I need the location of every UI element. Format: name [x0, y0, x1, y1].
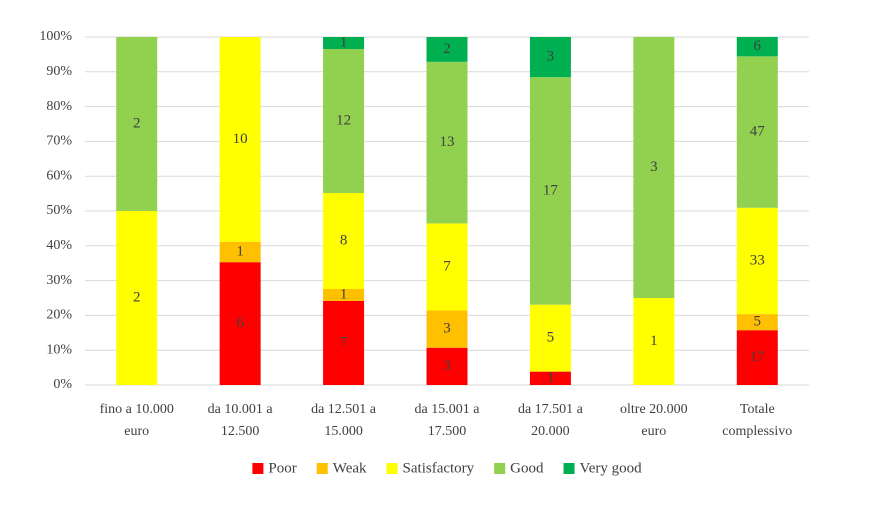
x-tick-label: da 17.501 a 20.000 [518, 402, 584, 439]
legend-swatch [316, 463, 328, 474]
bar-segment [426, 37, 468, 62]
x-tick-label: Totale complessivo [722, 402, 792, 439]
bar-segment [323, 37, 365, 49]
legend-label: Satisfactory [403, 460, 475, 476]
bar-segment [219, 37, 261, 242]
data-label: 13 [440, 134, 455, 150]
data-label: 17 [543, 182, 559, 198]
data-label: 3 [443, 321, 451, 337]
data-label: 7 [443, 258, 451, 274]
legend-label: Good [510, 460, 544, 476]
bar-segment [426, 310, 468, 348]
bar-segment [323, 193, 365, 289]
data-label: 17 [750, 349, 766, 365]
data-label: 1 [650, 333, 658, 349]
bar-segment [736, 56, 778, 208]
legend-swatch [386, 463, 398, 474]
bar-segment [736, 207, 778, 315]
data-label: 33 [750, 252, 765, 268]
data-label: 3 [650, 159, 658, 175]
data-label: 1 [340, 34, 348, 50]
y-tick-label: 90% [46, 64, 72, 79]
x-tick-label: oltre 20.000 euro [620, 402, 688, 439]
data-label: 12 [336, 112, 351, 128]
x-tick-label: da 15.001 a 17.500 [415, 402, 481, 439]
legend: Poor Weak Satisfactory Good Very good [252, 460, 642, 476]
y-tick-label: 70% [46, 134, 72, 149]
x-tick-label: da 10.001 a 12.500 [208, 402, 274, 439]
legend-swatch [494, 463, 506, 474]
data-label: 10 [233, 131, 248, 147]
data-label: 7 [340, 334, 348, 350]
y-tick-label: 30% [46, 273, 72, 288]
bar-segment [736, 314, 778, 331]
bar-segment [426, 61, 468, 224]
data-label: 1 [340, 286, 348, 302]
data-label: 5 [754, 314, 762, 330]
bar-segment [529, 371, 571, 385]
bar-segment [529, 304, 571, 372]
data-label: 6 [236, 315, 244, 331]
data-label: 3 [547, 49, 555, 65]
bar-segment [219, 241, 261, 263]
bar-segment [529, 37, 571, 78]
legend-label: Weak [333, 460, 367, 476]
data-label: 1 [547, 370, 555, 386]
y-tick-label: 80% [46, 99, 72, 114]
data-label: 3 [443, 358, 451, 374]
bar-segment [116, 211, 158, 385]
legend-label: Very good [580, 460, 643, 476]
data-label: 8 [340, 232, 348, 248]
bar-segment [323, 49, 365, 193]
y-tick-label: 0% [53, 377, 72, 392]
y-tick-label: 20% [46, 308, 72, 323]
legend-swatch [563, 463, 575, 474]
data-label: 1 [236, 243, 244, 259]
bar-segment [529, 77, 571, 305]
data-label: 47 [750, 123, 766, 139]
bar-segment [426, 223, 468, 311]
data-label: 2 [443, 41, 451, 57]
y-tick-label: 60% [46, 168, 72, 183]
y-tick-label: 50% [46, 203, 72, 218]
bar-segment [736, 330, 778, 385]
y-tick-label: 10% [46, 342, 72, 357]
y-tick-label: 100% [39, 29, 72, 44]
bar-segment [633, 298, 675, 385]
bar-segment [633, 37, 675, 298]
bar-segment [736, 37, 778, 57]
bar-segment [116, 37, 158, 211]
data-label: 2 [133, 289, 141, 305]
legend-swatch [252, 463, 264, 474]
x-tick-label: da 12.501 a 15.000 [311, 402, 377, 439]
bar-segment [426, 347, 468, 385]
y-tick-label: 40% [46, 238, 72, 253]
bar-segment [323, 289, 365, 301]
legend-label: Poor [268, 460, 296, 476]
bar-segment [219, 262, 261, 385]
bar-segment [323, 301, 365, 385]
x-tick-label: fino a 10.000 euro [100, 402, 174, 439]
data-label: 6 [754, 38, 762, 54]
data-label: 2 [133, 115, 141, 131]
data-label: 5 [547, 330, 555, 346]
